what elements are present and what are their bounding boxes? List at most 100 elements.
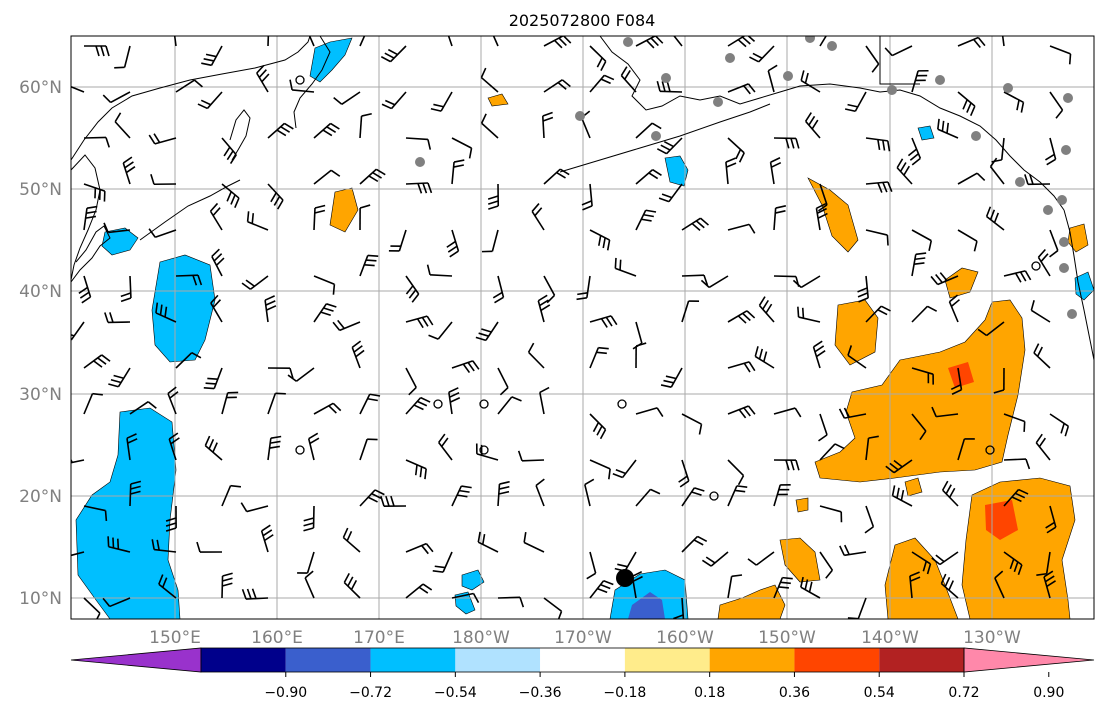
wind-barb (203, 367, 223, 390)
colorbar-segment (879, 648, 964, 672)
wind-barb (1049, 229, 1059, 258)
wind-barb (1003, 270, 1032, 283)
wind-barb (885, 459, 913, 474)
coastline-kamchatka (293, 36, 331, 129)
wind-barb (201, 45, 223, 67)
wind-barb (497, 480, 510, 507)
coastline-sakhalin (229, 109, 251, 161)
wind-barb (359, 489, 385, 507)
wind-barb (71, 85, 85, 93)
latitude-labels: 60°N 50°N 40°N 30°N 20°N 10°N (19, 78, 62, 609)
wind-barb (267, 122, 294, 139)
wind-barb (727, 223, 756, 234)
wind-barb (487, 183, 500, 210)
wind-barb (405, 542, 434, 555)
wind-barb (359, 438, 378, 461)
wind-barb (635, 122, 662, 139)
wind-barb (773, 137, 800, 149)
wind-barb (797, 306, 821, 323)
wind-barb (531, 203, 545, 231)
wind-barb (71, 551, 85, 557)
wind-barb (221, 137, 237, 164)
wind-barb (129, 480, 142, 507)
positive-anomaly-east-central (814, 299, 1026, 483)
colorbar-label: −0.36 (519, 685, 562, 701)
wind-barb (700, 275, 729, 289)
wind-barb (911, 229, 933, 252)
wind-barb (727, 485, 748, 507)
wind-barb (589, 346, 609, 369)
lat-label: 30°N (19, 385, 62, 405)
wind-barb (451, 137, 473, 159)
wind-barb (405, 367, 417, 396)
wind-barb (857, 275, 869, 303)
wind-barb (264, 295, 277, 323)
wind-barb (589, 459, 611, 480)
wind-barb (148, 133, 177, 145)
wind-barb (581, 183, 593, 211)
wind-barb (818, 413, 828, 442)
colorbar-segment (794, 648, 880, 672)
wind-barb (388, 229, 407, 252)
station-dot (827, 41, 837, 51)
wind-barb (523, 532, 545, 553)
wind-barb (635, 342, 647, 369)
lat-label: 50°N (19, 180, 62, 200)
wind-barb (612, 459, 637, 479)
map-frame (70, 35, 1095, 620)
wind-barb (221, 183, 240, 208)
wind-barb (681, 413, 703, 435)
wind-barb (1003, 458, 1031, 470)
wind-barb (681, 217, 709, 232)
wind-barb (303, 505, 315, 532)
wind-barb (673, 36, 683, 47)
station-dot (651, 131, 661, 141)
calm-wind-circle (295, 445, 305, 455)
wind-barb (865, 181, 893, 193)
wind-barb (150, 174, 177, 186)
lon-label: 180°W (452, 628, 510, 648)
lon-label: 160°E (251, 628, 303, 648)
calm-wind-circle (985, 445, 995, 455)
wind-barb (535, 478, 545, 507)
wind-barb (241, 275, 269, 290)
wind-barb (351, 340, 365, 369)
wind-barb (313, 204, 326, 231)
wind-barb (800, 70, 821, 93)
wind-barb (884, 45, 913, 57)
wind-barb (308, 36, 315, 47)
wind-barb (256, 64, 270, 93)
wind-barb (83, 136, 110, 148)
wind-barb (940, 573, 959, 599)
map-title: 2025072800 F084 (509, 11, 656, 30)
colorbar-label: −0.72 (349, 685, 392, 701)
wind-barb (865, 435, 879, 461)
wind-barb (527, 342, 545, 369)
wind-barb (985, 206, 1005, 231)
wind-barb (83, 505, 108, 522)
wind-barb (656, 137, 683, 155)
wind-barb (451, 485, 472, 507)
wind-barb (819, 443, 845, 461)
positive-anomaly-small-north (487, 93, 509, 107)
wind-barb (701, 551, 729, 567)
station-dot (887, 85, 897, 95)
lon-label: 150°W (758, 628, 816, 648)
wind-barb (480, 113, 499, 139)
wind-barb (405, 583, 433, 599)
coastlines (71, 36, 1094, 361)
wind-barb (812, 340, 826, 369)
wind-barb (838, 407, 867, 419)
calm-wind-circle (479, 399, 489, 409)
wind-barb (492, 36, 499, 47)
negative-anomaly-east-of-japan (151, 254, 216, 363)
wind-barb (804, 112, 821, 139)
wind-barb (865, 137, 891, 152)
wind-barb (83, 205, 98, 231)
colorbar-segment (201, 648, 286, 672)
lat-label: 60°N (19, 78, 62, 98)
lon-label: 170°E (353, 628, 405, 648)
wind-barb (332, 319, 361, 332)
positive-anomaly-south-east-2 (884, 537, 959, 619)
wind-barb (405, 275, 420, 303)
